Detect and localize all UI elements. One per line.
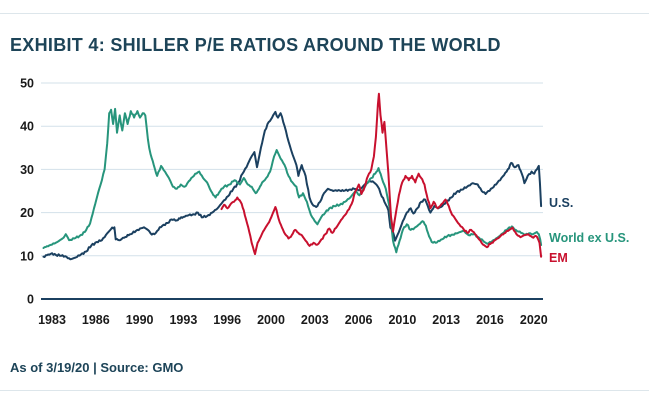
- x-tick-label-2010: 2010: [388, 313, 416, 327]
- y-tick-label-40: 40: [20, 120, 34, 134]
- series-line-world-ex-u-s: [42, 107, 543, 254]
- x-tick-label-1983: 1983: [38, 313, 66, 327]
- x-tick-label-2013: 2013: [432, 313, 460, 327]
- top-rule: [0, 13, 649, 14]
- series-line-u-s: [42, 110, 543, 261]
- x-tick-label-1990: 1990: [126, 313, 154, 327]
- y-tick-label-50: 50: [20, 77, 34, 91]
- x-tick-label-2000: 2000: [257, 313, 285, 327]
- y-tick-label-20: 20: [20, 206, 34, 220]
- x-tick-label-1986: 1986: [82, 313, 110, 327]
- series-line-em: [220, 92, 543, 258]
- x-tick-label-1996: 1996: [213, 313, 241, 327]
- x-tick-label-2003: 2003: [301, 313, 329, 327]
- x-tick-label-2006: 2006: [345, 313, 373, 327]
- y-tick-label-10: 10: [20, 249, 34, 263]
- exhibit-title: EXHIBIT 4: SHILLER P/E RATIOS AROUND THE…: [10, 35, 501, 55]
- x-tick-label-2020: 2020: [520, 313, 548, 327]
- y-tick-label-30: 30: [20, 163, 34, 177]
- x-tick-label-2016: 2016: [476, 313, 504, 327]
- bottom-rule: [0, 390, 649, 391]
- x-tick-label-1993: 1993: [169, 313, 197, 327]
- source-note: As of 3/19/20 | Source: GMO: [10, 360, 184, 375]
- y-tick-label-0: 0: [27, 293, 34, 307]
- legend-label-us: U.S.: [549, 196, 574, 211]
- legend-label-world-ex-us: World ex U.S.: [549, 231, 630, 245]
- legend-label-em: EM: [549, 250, 568, 265]
